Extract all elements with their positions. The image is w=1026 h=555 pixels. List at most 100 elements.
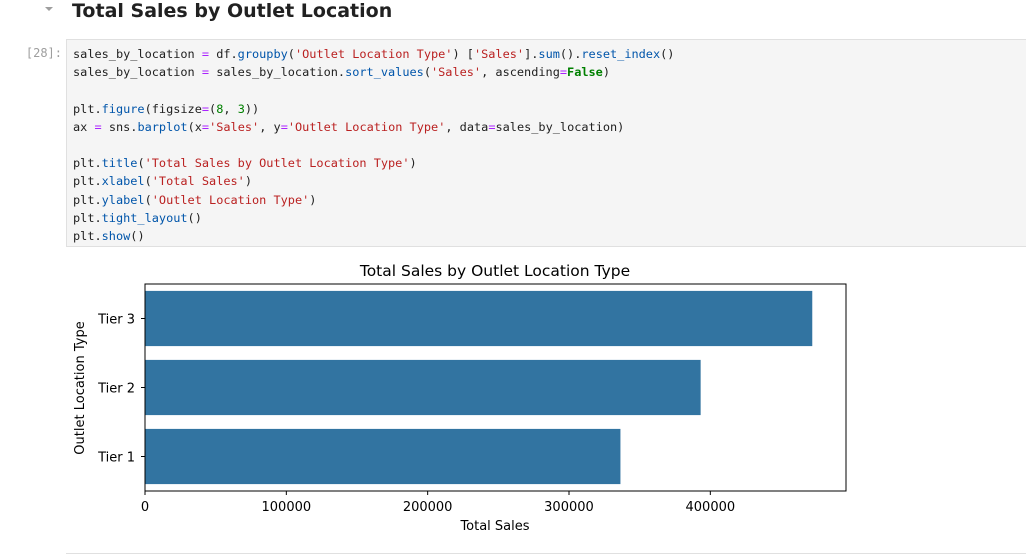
code-line: plt.title('Total Sales by Outlet Locatio… bbox=[73, 154, 417, 172]
code-token: 3 bbox=[237, 101, 245, 116]
code-token: 'Sales' bbox=[473, 47, 525, 61]
cell-divider bbox=[66, 553, 1026, 554]
code-token: = bbox=[201, 101, 210, 116]
code-token: plt. bbox=[73, 156, 102, 171]
code-token: 'Sales' bbox=[430, 65, 482, 80]
x-axis-label: Total Sales bbox=[459, 519, 529, 534]
code-token: = bbox=[488, 119, 496, 134]
bar bbox=[145, 290, 813, 347]
code-token: sales_by_location) bbox=[495, 119, 625, 134]
bar bbox=[145, 359, 701, 416]
code-token: xlabel bbox=[101, 174, 145, 189]
x-tick-label: 100000 bbox=[262, 500, 312, 515]
code-token: = bbox=[94, 119, 102, 134]
x-ticks-group: 0 100000 200000 300000 400000 bbox=[141, 491, 735, 515]
plot-area-frame bbox=[144, 283, 847, 492]
code-token: = bbox=[201, 47, 210, 61]
bar bbox=[145, 428, 621, 485]
code-line: plt.ylabel('Outlet Location Type') bbox=[73, 191, 316, 209]
y-tick-label: Tier 2 bbox=[97, 382, 135, 397]
execution-count-prompt: [28]: bbox=[25, 46, 62, 60]
x-tick-label: 400000 bbox=[686, 500, 736, 515]
code-token: 'Outlet Location Type' bbox=[287, 119, 446, 134]
code-line: sales_by_location = df.groupby('Outlet L… bbox=[73, 45, 674, 63]
code-token: 'Total Sales by Outlet Location Type' bbox=[144, 156, 410, 171]
code-token: (figsize bbox=[144, 101, 202, 116]
code-line: plt.tight_layout() bbox=[73, 209, 202, 227]
code-token: title bbox=[101, 156, 138, 171]
code-token: )) bbox=[244, 101, 260, 116]
bars-group bbox=[145, 290, 813, 485]
x-tick-label: 200000 bbox=[403, 500, 453, 515]
code-token: , data bbox=[445, 119, 489, 134]
y-axis-label: Outlet Location Type bbox=[73, 321, 88, 454]
code-line: plt.figure(figsize=(8, 3)) bbox=[73, 100, 259, 118]
code-token: groupby bbox=[237, 47, 288, 61]
code-token: ]. bbox=[524, 47, 539, 61]
code-token: , ascending bbox=[481, 65, 560, 80]
code-token: plt. bbox=[73, 101, 102, 116]
code-token: False bbox=[567, 65, 603, 80]
y-tick-label: Tier 3 bbox=[97, 313, 135, 328]
code-editor[interactable]: sales_by_location = df.groupby('Outlet L… bbox=[66, 39, 1026, 247]
code-token: sales_by_location bbox=[73, 65, 202, 80]
y-ticks-group: Tier 3 Tier 2 Tier 1 bbox=[97, 313, 145, 466]
code-token: = bbox=[280, 119, 288, 134]
code-line: plt.show() bbox=[73, 227, 145, 245]
code-token: ylabel bbox=[101, 192, 145, 207]
markdown-heading-row: Total Sales by Outlet Location bbox=[0, 0, 1026, 26]
code-token: plt. bbox=[73, 210, 102, 225]
code-token: ) bbox=[309, 192, 317, 207]
code-token: sales_by_location. bbox=[209, 65, 346, 80]
y-tick-label: Tier 1 bbox=[97, 451, 135, 466]
code-token: ( bbox=[137, 156, 145, 171]
code-token: () bbox=[187, 210, 202, 225]
code-token: show bbox=[101, 229, 131, 243]
code-line: ax = sns.barplot(x='Sales', y='Outlet Lo… bbox=[73, 118, 624, 136]
x-tick-label: 0 bbox=[141, 500, 149, 515]
code-token: () bbox=[660, 47, 675, 61]
code-token: ( bbox=[144, 174, 152, 189]
code-token: 'Sales' bbox=[209, 119, 260, 134]
code-token: ax bbox=[73, 119, 95, 134]
code-token: ( bbox=[144, 192, 152, 207]
cell-output: Total Sales by Outlet Location Type Outl… bbox=[66, 255, 1026, 551]
code-token: 'Outlet Location Type' bbox=[294, 47, 453, 61]
code-token: barplot bbox=[137, 119, 188, 134]
code-token: plt. bbox=[73, 174, 102, 189]
code-token: sort_values bbox=[345, 65, 424, 80]
code-token: (x bbox=[187, 119, 202, 134]
code-token: = bbox=[201, 65, 210, 80]
code-line: plt.xlabel('Total Sales') bbox=[73, 172, 252, 190]
code-token: sales_by_location bbox=[73, 47, 202, 61]
chart-title: Total Sales by Outlet Location Type bbox=[359, 262, 630, 280]
code-token: plt. bbox=[73, 192, 102, 207]
code-token: ) [ bbox=[452, 47, 474, 61]
code-token: sns. bbox=[101, 119, 138, 134]
code-line: sales_by_location = sales_by_location.so… bbox=[73, 63, 610, 81]
code-token: ( bbox=[423, 65, 431, 80]
x-tick-label: 300000 bbox=[544, 500, 594, 515]
code-token: reset_index bbox=[581, 47, 661, 61]
code-token: , bbox=[223, 101, 238, 116]
code-token: figure bbox=[101, 101, 145, 116]
code-token: df. bbox=[209, 47, 238, 61]
code-token: 'Total Sales' bbox=[151, 174, 245, 189]
code-token: plt. bbox=[73, 229, 102, 243]
code-token: ) bbox=[602, 65, 610, 80]
code-token: tight_layout bbox=[101, 210, 188, 225]
code-token: = bbox=[559, 65, 568, 80]
code-token: ( bbox=[287, 47, 295, 61]
code-token: sum bbox=[538, 47, 560, 61]
code-token: 8 bbox=[216, 101, 224, 116]
code-token: ) bbox=[244, 174, 253, 189]
code-token: 'Outlet Location Type' bbox=[151, 192, 310, 207]
section-heading: Total Sales by Outlet Location bbox=[72, 0, 393, 22]
chevron-down-icon[interactable] bbox=[43, 3, 55, 15]
code-token: , y bbox=[259, 119, 281, 134]
code-token: = bbox=[201, 119, 210, 134]
code-token: ( bbox=[209, 101, 217, 116]
code-token: () bbox=[130, 229, 145, 243]
code-token: ) bbox=[409, 156, 417, 171]
